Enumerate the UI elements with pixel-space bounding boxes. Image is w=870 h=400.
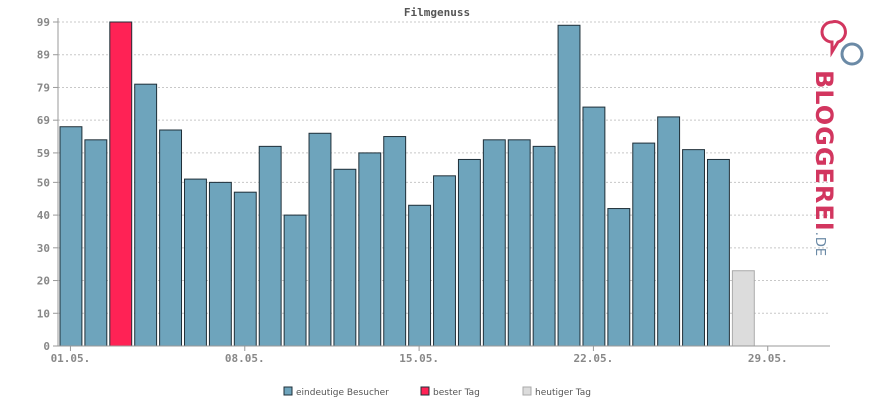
bar (109, 21, 133, 347)
bar (208, 181, 232, 347)
bar (408, 204, 432, 347)
bar (731, 270, 755, 347)
bar (233, 191, 257, 347)
bar (482, 139, 506, 347)
y-tick-label: 20 (37, 275, 50, 288)
x-tick-label: 15.05. (399, 352, 439, 365)
axes (57, 18, 830, 347)
logo-main: BLOGGEREI (810, 70, 838, 232)
legend-swatch (283, 386, 293, 396)
bar (159, 129, 183, 347)
bar (607, 208, 631, 347)
x-tick-label: 08.05. (225, 352, 265, 365)
bar (433, 175, 456, 347)
y-tick-label: 59 (37, 147, 50, 160)
legend-label: bester Tag (433, 388, 480, 398)
bar (358, 152, 382, 347)
bloggerei-logo (808, 14, 868, 214)
y-tick-label: 69 (37, 114, 50, 127)
bar (582, 106, 606, 347)
bars (59, 21, 755, 347)
bar (333, 168, 357, 347)
bar (657, 116, 681, 347)
x-axis-labels: 01.05. 08.05. 15.05. 22.05. 29.05. (51, 346, 788, 365)
bar (557, 24, 581, 347)
bar (457, 158, 481, 347)
legend-swatch (420, 386, 430, 396)
legend-label: heutiger Tag (535, 388, 591, 398)
logo-wordmark: BLOGGEREI.DE (810, 70, 838, 257)
y-tick-label: 0 (43, 340, 50, 353)
y-tick-label: 50 (37, 176, 50, 189)
bar (632, 142, 656, 347)
bar (84, 139, 108, 347)
y-tick-label: 89 (37, 49, 50, 62)
y-axis-labels: 0 10 20 30 40 50 59 69 79 89 99 (37, 16, 58, 353)
legend-label: eindeutige Besucher (296, 388, 389, 398)
y-tick-label: 79 (37, 81, 50, 94)
y-tick-label: 30 (37, 242, 50, 255)
bar (184, 178, 207, 347)
bar (532, 145, 556, 347)
bar (507, 139, 531, 347)
bar (308, 132, 332, 347)
logo-tld: .DE (812, 231, 827, 258)
bar (682, 149, 705, 347)
x-tick-label: 29.05. (748, 352, 788, 365)
bar (383, 136, 407, 347)
legend-swatch (522, 386, 532, 396)
chart-title: Filmgenuss (404, 6, 470, 19)
x-tick-label: 22.05. (574, 352, 614, 365)
x-tick-label: 01.05. (51, 352, 91, 365)
legend: eindeutige Besucher bester Tag heutiger Ta… (283, 386, 591, 398)
bar (706, 158, 730, 347)
logo-icon (820, 20, 864, 66)
bar (59, 126, 83, 347)
y-tick-label: 40 (37, 209, 50, 222)
bar (258, 145, 282, 347)
bar (134, 83, 158, 347)
bar (283, 214, 307, 347)
y-tick-label: 10 (37, 307, 50, 320)
y-tick-label: 99 (37, 16, 50, 29)
